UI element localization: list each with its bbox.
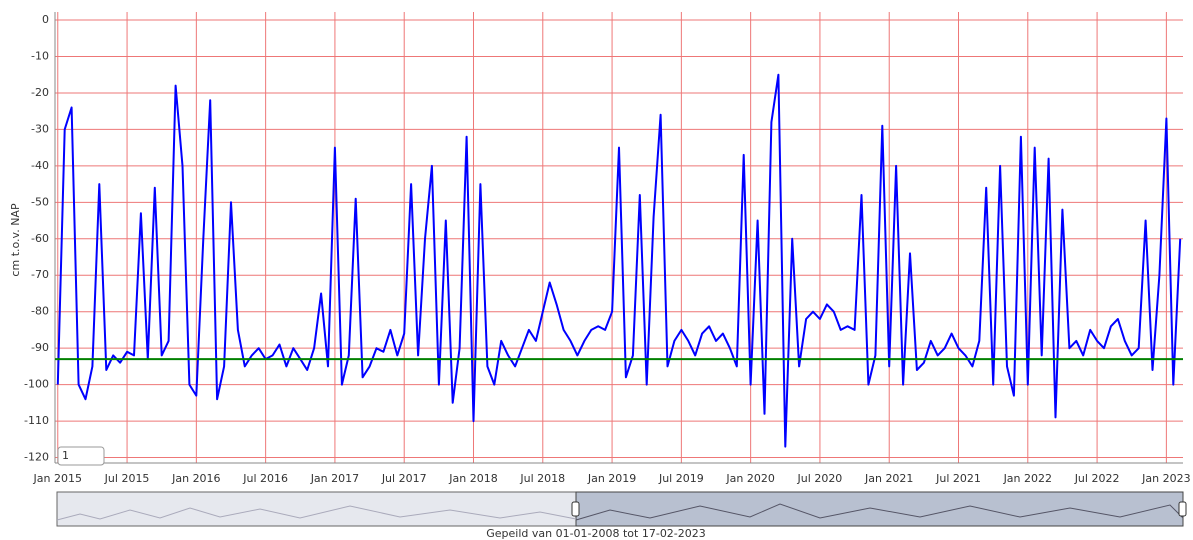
y-tick-label: -80: [31, 305, 49, 318]
range-input-text: 1: [62, 449, 69, 462]
y-tick-label: 0: [42, 13, 49, 26]
x-tick-label: Jul 2015: [104, 472, 150, 485]
x-tick-label: Jan 2018: [448, 472, 497, 485]
navigator-handle[interactable]: [571, 501, 580, 517]
y-tick-label: -70: [31, 268, 49, 281]
y-tick-label: -10: [31, 49, 49, 62]
navigator: [56, 491, 1187, 527]
navigator-selection[interactable]: [575, 491, 1184, 527]
x-tick-label: Jul 2018: [519, 472, 565, 485]
navigator-outside: [56, 491, 577, 527]
x-tick-label: Jul 2022: [1074, 472, 1120, 485]
footer: Gepeild van 01-01-2008 tot 17-02-2023: [486, 527, 706, 540]
x-tick-label: Jan 2021: [864, 472, 913, 485]
navigator-preview: [575, 503, 1184, 521]
data-line: [56, 73, 1182, 448]
x-tick-label: Jan 2022: [1003, 472, 1052, 485]
x-tick-label: Jan 2023: [1141, 472, 1190, 485]
x-tick-label: Jan 2020: [725, 472, 774, 485]
y-axis-title: cm t.o.v. NAP: [9, 203, 22, 277]
x-tick-label: Jul 2020: [797, 472, 843, 485]
x-tick-label: Jul 2021: [935, 472, 981, 485]
x-tick-label: Jan 2019: [587, 472, 636, 485]
y-tick-label: -60: [31, 232, 49, 245]
y-tick-label: -100: [24, 378, 49, 391]
y-tick-label: -40: [31, 159, 49, 172]
y-tick-label: -120: [24, 451, 49, 464]
x-tick-label: Jan 2017: [310, 472, 359, 485]
navigator-preview: [56, 505, 577, 521]
x-tick-label: Jul 2017: [381, 472, 427, 485]
x-tick-label: Jan 2016: [171, 472, 220, 485]
y-tick-label: -50: [31, 195, 49, 208]
x-tick-label: Jul 2019: [658, 472, 704, 485]
x-tick-label: Jul 2016: [242, 472, 288, 485]
navigator-handle[interactable]: [1178, 501, 1187, 517]
y-tick-label: -20: [31, 86, 49, 99]
range-input[interactable]: [57, 446, 105, 466]
y-tick-label: -30: [31, 122, 49, 135]
y-tick-label: -90: [31, 341, 49, 354]
y-tick-label: -110: [24, 414, 49, 427]
x-tick-label: Jan 2015: [33, 472, 82, 485]
